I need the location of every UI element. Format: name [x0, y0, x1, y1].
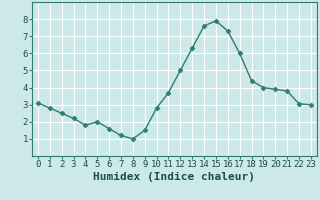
X-axis label: Humidex (Indice chaleur): Humidex (Indice chaleur) [93, 172, 255, 182]
